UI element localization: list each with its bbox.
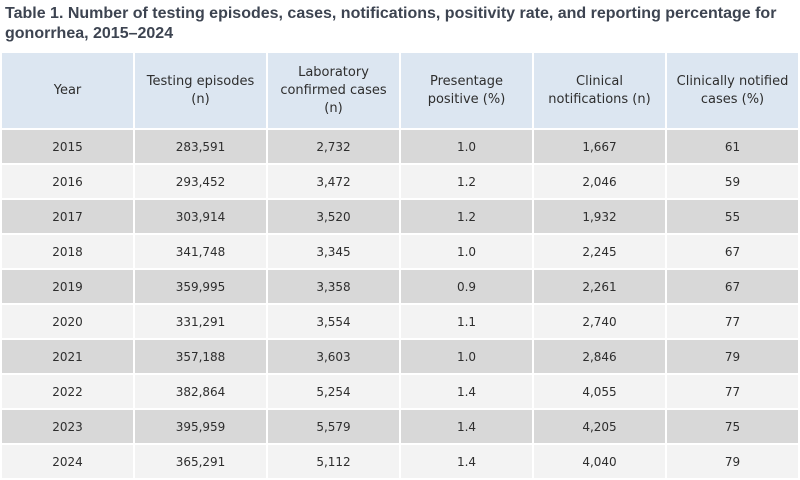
cell-testing-episodes: 365,291 [135, 445, 266, 478]
cell-percentage-positive: 1.1 [401, 305, 532, 338]
cell-year: 2023 [2, 410, 133, 443]
cell-clinically-notified-cases: 67 [667, 235, 798, 268]
cell-year: 2020 [2, 305, 133, 338]
table-row: 2015 283,591 2,732 1.0 1,667 61 [2, 130, 798, 163]
header-clinical-notifications: Clinical notifications (n) [534, 53, 665, 128]
cell-clinically-notified-cases: 55 [667, 200, 798, 233]
cell-clinical-notifications: 4,205 [534, 410, 665, 443]
cell-year: 2019 [2, 270, 133, 303]
cell-clinically-notified-cases: 61 [667, 130, 798, 163]
table-row: 2024 365,291 5,112 1.4 4,040 79 [2, 445, 798, 478]
cell-lab-confirmed-cases: 3,603 [268, 340, 399, 373]
cell-clinical-notifications: 2,261 [534, 270, 665, 303]
cell-testing-episodes: 331,291 [135, 305, 266, 338]
cell-clinically-notified-cases: 77 [667, 375, 798, 408]
cell-clinically-notified-cases: 59 [667, 165, 798, 198]
header-testing-episodes: Testing episodes (n) [135, 53, 266, 128]
table-row: 2017 303,914 3,520 1.2 1,932 55 [2, 200, 798, 233]
cell-testing-episodes: 341,748 [135, 235, 266, 268]
cell-testing-episodes: 283,591 [135, 130, 266, 163]
cell-lab-confirmed-cases: 3,358 [268, 270, 399, 303]
table-row: 2021 357,188 3,603 1.0 2,846 79 [2, 340, 798, 373]
table-row: 2022 382,864 5,254 1.4 4,055 77 [2, 375, 798, 408]
cell-year: 2018 [2, 235, 133, 268]
cell-clinical-notifications: 4,040 [534, 445, 665, 478]
cell-percentage-positive: 0.9 [401, 270, 532, 303]
cell-year: 2022 [2, 375, 133, 408]
cell-testing-episodes: 382,864 [135, 375, 266, 408]
cell-clinical-notifications: 2,046 [534, 165, 665, 198]
cell-lab-confirmed-cases: 5,579 [268, 410, 399, 443]
table-row: 2020 331,291 3,554 1.1 2,740 77 [2, 305, 798, 338]
cell-clinical-notifications: 1,932 [534, 200, 665, 233]
cell-lab-confirmed-cases: 5,254 [268, 375, 399, 408]
cell-clinical-notifications: 2,245 [534, 235, 665, 268]
table-title: Table 1. Number of testing episodes, cas… [5, 5, 777, 42]
cell-clinically-notified-cases: 79 [667, 445, 798, 478]
cell-testing-episodes: 395,959 [135, 410, 266, 443]
cell-lab-confirmed-cases: 3,554 [268, 305, 399, 338]
table-row: 2019 359,995 3,358 0.9 2,261 67 [2, 270, 798, 303]
cell-clinically-notified-cases: 67 [667, 270, 798, 303]
cell-clinical-notifications: 1,667 [534, 130, 665, 163]
cell-percentage-positive: 1.4 [401, 375, 532, 408]
cell-lab-confirmed-cases: 3,520 [268, 200, 399, 233]
header-year: Year [2, 53, 133, 128]
cell-lab-confirmed-cases: 5,112 [268, 445, 399, 478]
header-percentage-positive: Presentage positive (%) [401, 53, 532, 128]
header-lab-confirmed-cases: Laboratory confirmed cases (n) [268, 53, 399, 128]
table-row: 2023 395,959 5,579 1.4 4,205 75 [2, 410, 798, 443]
header-row: Year Testing episodes (n) Laboratory con… [2, 53, 798, 128]
cell-year: 2017 [2, 200, 133, 233]
cell-percentage-positive: 1.0 [401, 235, 532, 268]
cell-lab-confirmed-cases: 3,472 [268, 165, 399, 198]
cell-year: 2021 [2, 340, 133, 373]
cell-lab-confirmed-cases: 3,345 [268, 235, 399, 268]
cell-testing-episodes: 303,914 [135, 200, 266, 233]
cell-clinical-notifications: 4,055 [534, 375, 665, 408]
cell-percentage-positive: 1.2 [401, 200, 532, 233]
cell-percentage-positive: 1.0 [401, 130, 532, 163]
cell-clinical-notifications: 2,740 [534, 305, 665, 338]
cell-testing-episodes: 293,452 [135, 165, 266, 198]
cell-percentage-positive: 1.0 [401, 340, 532, 373]
cell-testing-episodes: 359,995 [135, 270, 266, 303]
cell-clinical-notifications: 2,846 [534, 340, 665, 373]
cell-percentage-positive: 1.4 [401, 445, 532, 478]
cell-percentage-positive: 1.4 [401, 410, 532, 443]
table-row: 2016 293,452 3,472 1.2 2,046 59 [2, 165, 798, 198]
table-header: Year Testing episodes (n) Laboratory con… [2, 53, 798, 128]
cell-clinically-notified-cases: 75 [667, 410, 798, 443]
cell-clinically-notified-cases: 77 [667, 305, 798, 338]
table-row: 2018 341,748 3,345 1.0 2,245 67 [2, 235, 798, 268]
cell-year: 2016 [2, 165, 133, 198]
cell-year: 2015 [2, 130, 133, 163]
cell-lab-confirmed-cases: 2,732 [268, 130, 399, 163]
cell-percentage-positive: 1.2 [401, 165, 532, 198]
header-clinically-notified-cases: Clinically notified cases (%) [667, 53, 798, 128]
gonorrhea-table: Year Testing episodes (n) Laboratory con… [0, 51, 800, 480]
cell-year: 2024 [2, 445, 133, 478]
table-body: 2015 283,591 2,732 1.0 1,667 61 2016 293,452 3,4… [2, 130, 798, 478]
cell-clinically-notified-cases: 79 [667, 340, 798, 373]
cell-testing-episodes: 357,188 [135, 340, 266, 373]
